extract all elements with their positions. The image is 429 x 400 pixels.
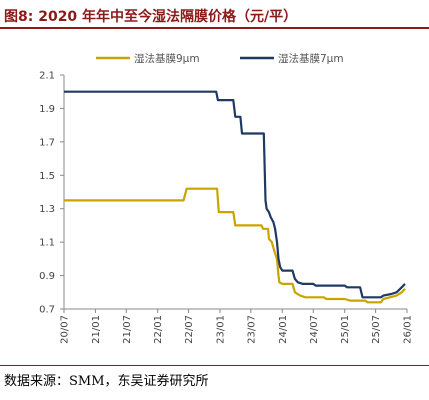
x-tick-label: 20/07 (60, 315, 71, 344)
y-axis: 2.1 1.9 1.7 1.5 1.3 1.1 0.9 0.7 (39, 71, 65, 316)
x-tick-label: 25/01 (340, 315, 351, 344)
y-tick-label: 1.1 (39, 238, 55, 249)
y-tick-label: 1.9 (39, 104, 55, 115)
y-tick-label: 0.9 (39, 271, 55, 282)
y-tick-label: 1.3 (39, 204, 55, 215)
x-tick-label: 21/07 (122, 315, 133, 344)
figure-title: 图8: 2020 年年中至今湿法隔膜价格（元/平） (4, 9, 298, 25)
y-tick-label: 1.7 (39, 137, 55, 148)
x-tick-label: 24/07 (309, 315, 320, 344)
x-tick-label: 22/01 (153, 315, 164, 344)
legend: 湿法基膜9μm 湿法基膜7μm (96, 52, 344, 65)
x-axis: 20/07 21/01 21/07 22/01 22/07 23/01 23/07 24/01… (60, 308, 414, 344)
title-rule (0, 27, 429, 29)
x-tick-label: 25/07 (371, 315, 382, 344)
x-tick-label: 23/01 (215, 315, 226, 344)
x-tick-label: 22/07 (184, 315, 195, 344)
source-note: 数据来源：SMM，东吴证券研究所 (4, 374, 209, 389)
y-tick-label: 1.5 (39, 171, 55, 182)
x-tick-label: 21/01 (91, 315, 102, 344)
x-tick-label: 23/07 (246, 315, 257, 344)
y-tick-label: 2.1 (39, 71, 55, 82)
legend-label-1: 湿法基膜9μm (134, 52, 200, 65)
series-line-2 (64, 90, 406, 299)
legend-label-2: 湿法基膜7μm (278, 52, 344, 65)
series-lines (64, 90, 406, 304)
x-tick-label: 24/01 (278, 315, 289, 344)
y-tick-label: 0.7 (39, 305, 55, 316)
x-tick-label: 26/01 (403, 315, 414, 344)
series-line-1 (64, 187, 406, 304)
source-rule (0, 365, 429, 366)
